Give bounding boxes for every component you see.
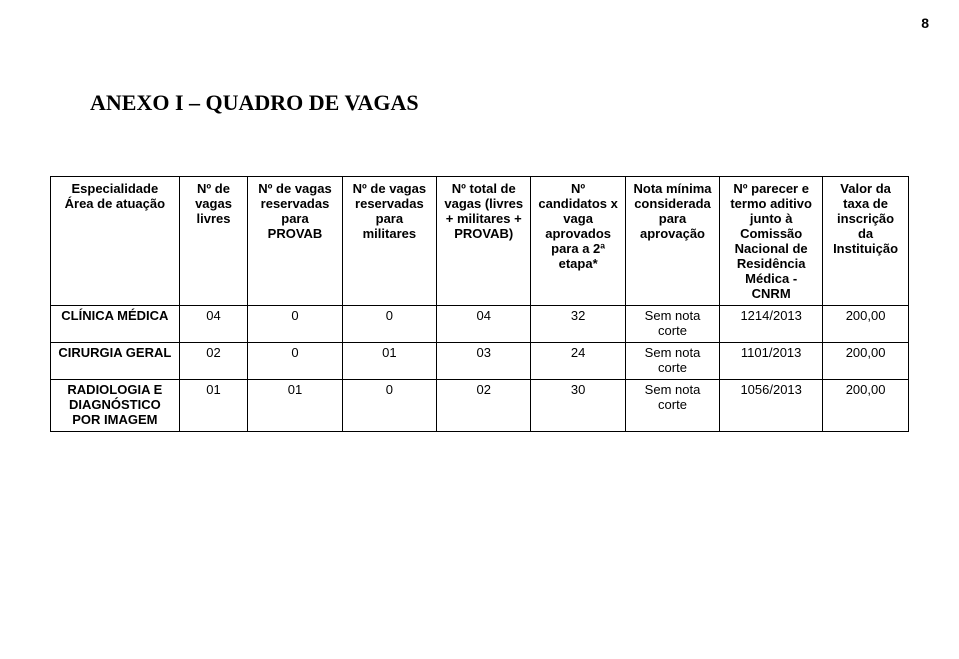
header-parecer: Nº parecer e termo aditivo junto à Comis… [720, 177, 823, 306]
cell-parecer: 1056/2013 [720, 380, 823, 432]
cell-candidatos: 30 [531, 380, 625, 432]
cell-specialty: CLÍNICA MÉDICA [51, 306, 180, 343]
cell-total: 04 [437, 306, 531, 343]
table-row: RADIOLOGIA E DIAGNÓSTICO POR IMAGEM 01 0… [51, 380, 909, 432]
header-candidatos: Nº candidatos x vaga aprovados para a 2ª… [531, 177, 625, 306]
header-militares: Nº de vagas reservadas para militares [342, 177, 436, 306]
cell-militares: 0 [342, 306, 436, 343]
cell-specialty: CIRURGIA GERAL [51, 343, 180, 380]
table-header-row: Especialidade Área de atuação Nº de vaga… [51, 177, 909, 306]
table-container: Especialidade Área de atuação Nº de vaga… [50, 176, 909, 432]
cell-provab: 0 [248, 306, 342, 343]
cell-militares: 01 [342, 343, 436, 380]
cell-total: 02 [437, 380, 531, 432]
cell-nota: Sem nota corte [625, 343, 719, 380]
header-specialty: Especialidade Área de atuação [51, 177, 180, 306]
table-row: CLÍNICA MÉDICA 04 0 0 04 32 Sem nota cor… [51, 306, 909, 343]
cell-livres: 02 [179, 343, 248, 380]
cell-valor: 200,00 [823, 306, 909, 343]
cell-militares: 0 [342, 380, 436, 432]
header-livres: Nº de vagas livres [179, 177, 248, 306]
cell-candidatos: 24 [531, 343, 625, 380]
cell-nota: Sem nota corte [625, 306, 719, 343]
cell-livres: 01 [179, 380, 248, 432]
page-number: 8 [921, 15, 929, 31]
page-title: ANEXO I – QUADRO DE VAGAS [90, 90, 909, 116]
cell-livres: 04 [179, 306, 248, 343]
cell-provab: 01 [248, 380, 342, 432]
header-total: Nº total de vagas (livres + militares + … [437, 177, 531, 306]
cell-nota: Sem nota corte [625, 380, 719, 432]
header-provab: Nº de vagas reservadas para PROVAB [248, 177, 342, 306]
vagas-table: Especialidade Área de atuação Nº de vaga… [50, 176, 909, 432]
header-valor: Valor da taxa de inscrição da Instituiçã… [823, 177, 909, 306]
cell-provab: 0 [248, 343, 342, 380]
table-row: CIRURGIA GERAL 02 0 01 03 24 Sem nota co… [51, 343, 909, 380]
cell-parecer: 1101/2013 [720, 343, 823, 380]
cell-valor: 200,00 [823, 380, 909, 432]
header-nota: Nota mínima considerada para aprovação [625, 177, 719, 306]
cell-total: 03 [437, 343, 531, 380]
cell-parecer: 1214/2013 [720, 306, 823, 343]
cell-valor: 200,00 [823, 343, 909, 380]
cell-candidatos: 32 [531, 306, 625, 343]
cell-specialty: RADIOLOGIA E DIAGNÓSTICO POR IMAGEM [51, 380, 180, 432]
